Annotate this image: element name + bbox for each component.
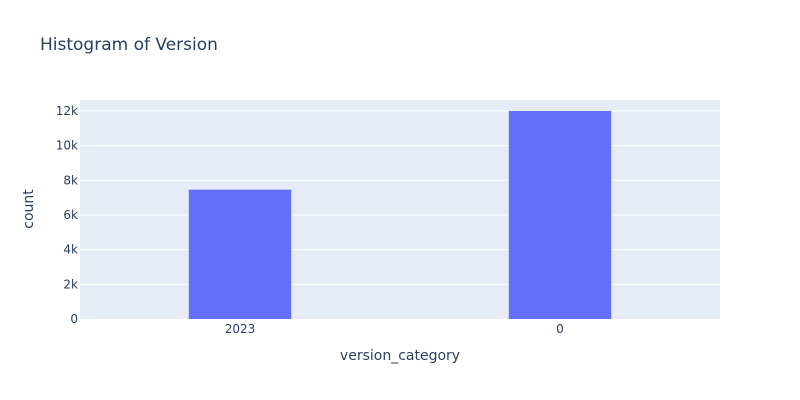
bars xyxy=(188,110,612,320)
x-tick-label: 0 xyxy=(556,322,564,336)
y-tick-label: 12k xyxy=(56,104,78,118)
y-tick-label: 8k xyxy=(63,173,78,187)
x-axis-title: version_category xyxy=(340,348,460,364)
y-tick-label: 2k xyxy=(63,277,78,291)
chart-title: Histogram of Version xyxy=(40,35,218,55)
y-axis-title: count xyxy=(21,189,37,229)
bar-0[interactable] xyxy=(508,110,612,320)
gridlines xyxy=(80,110,720,285)
bar-2023[interactable] xyxy=(188,189,292,319)
y-tick-label: 4k xyxy=(63,243,78,257)
x-tick-label: 2023 xyxy=(225,322,256,336)
y-tick-label: 10k xyxy=(56,139,78,153)
y-axis-ticks: 0 2k 4k 6k 8k 10k 12k xyxy=(56,104,78,326)
y-tick-label: 0 xyxy=(70,312,78,326)
y-tick-label: 6k xyxy=(63,208,78,222)
x-axis-ticks: 2023 0 xyxy=(225,322,564,336)
plot-area xyxy=(80,100,720,319)
